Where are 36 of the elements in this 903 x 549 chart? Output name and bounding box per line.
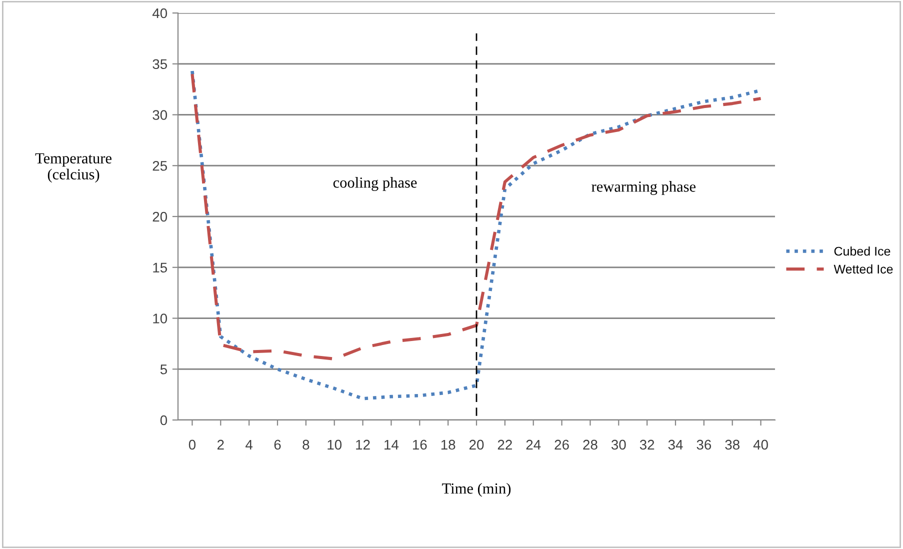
y-tick-label: 0 bbox=[160, 415, 168, 426]
y-tick-label: 25 bbox=[152, 160, 168, 171]
x-tick-label: 0 bbox=[188, 440, 196, 450]
x-tick-label: 6 bbox=[274, 440, 281, 450]
x-tick-label: 4 bbox=[246, 440, 253, 450]
x-tick-label: 30 bbox=[611, 440, 626, 450]
legend-label: Wetted Ice bbox=[834, 264, 893, 274]
x-tick-label: 36 bbox=[696, 440, 712, 450]
y-tick-label: 20 bbox=[152, 212, 168, 222]
x-tick-label: 22 bbox=[498, 440, 512, 450]
x-tick-label: 16 bbox=[412, 440, 427, 450]
y-tick-label: 10 bbox=[153, 314, 168, 324]
x-axis-title: Time (min) bbox=[442, 482, 511, 497]
x-tick-label: 34 bbox=[668, 440, 683, 450]
y-tick-label: 35 bbox=[152, 59, 168, 70]
legend-label: Cubed Ice bbox=[834, 246, 890, 256]
y-tick-label: 30 bbox=[152, 110, 168, 120]
x-tick-label: 8 bbox=[302, 440, 310, 450]
x-tick-label: 38 bbox=[725, 440, 740, 450]
x-tick-label: 32 bbox=[640, 440, 654, 450]
y-tick-label: 40 bbox=[152, 8, 168, 18]
annotation: rewarming phase bbox=[592, 181, 696, 195]
annotation: cooling phase bbox=[333, 176, 417, 191]
y-tick-label: 5 bbox=[160, 364, 167, 374]
x-tick-label: 18 bbox=[441, 440, 456, 450]
x-tick-label: 28 bbox=[583, 440, 598, 450]
x-tick-label: 26 bbox=[554, 440, 569, 450]
x-tick-label: 10 bbox=[328, 440, 342, 450]
x-tick-label: 40 bbox=[753, 440, 768, 450]
x-tick-label: 12 bbox=[356, 440, 370, 450]
y-tick-label: 15 bbox=[153, 262, 168, 273]
y-axis-title: Temperature (celcius) bbox=[35, 153, 112, 183]
x-tick-label: 20 bbox=[469, 440, 484, 450]
x-tick-label: 24 bbox=[526, 440, 541, 450]
x-tick-label: 2 bbox=[217, 440, 224, 450]
x-tick-label: 14 bbox=[384, 440, 399, 450]
